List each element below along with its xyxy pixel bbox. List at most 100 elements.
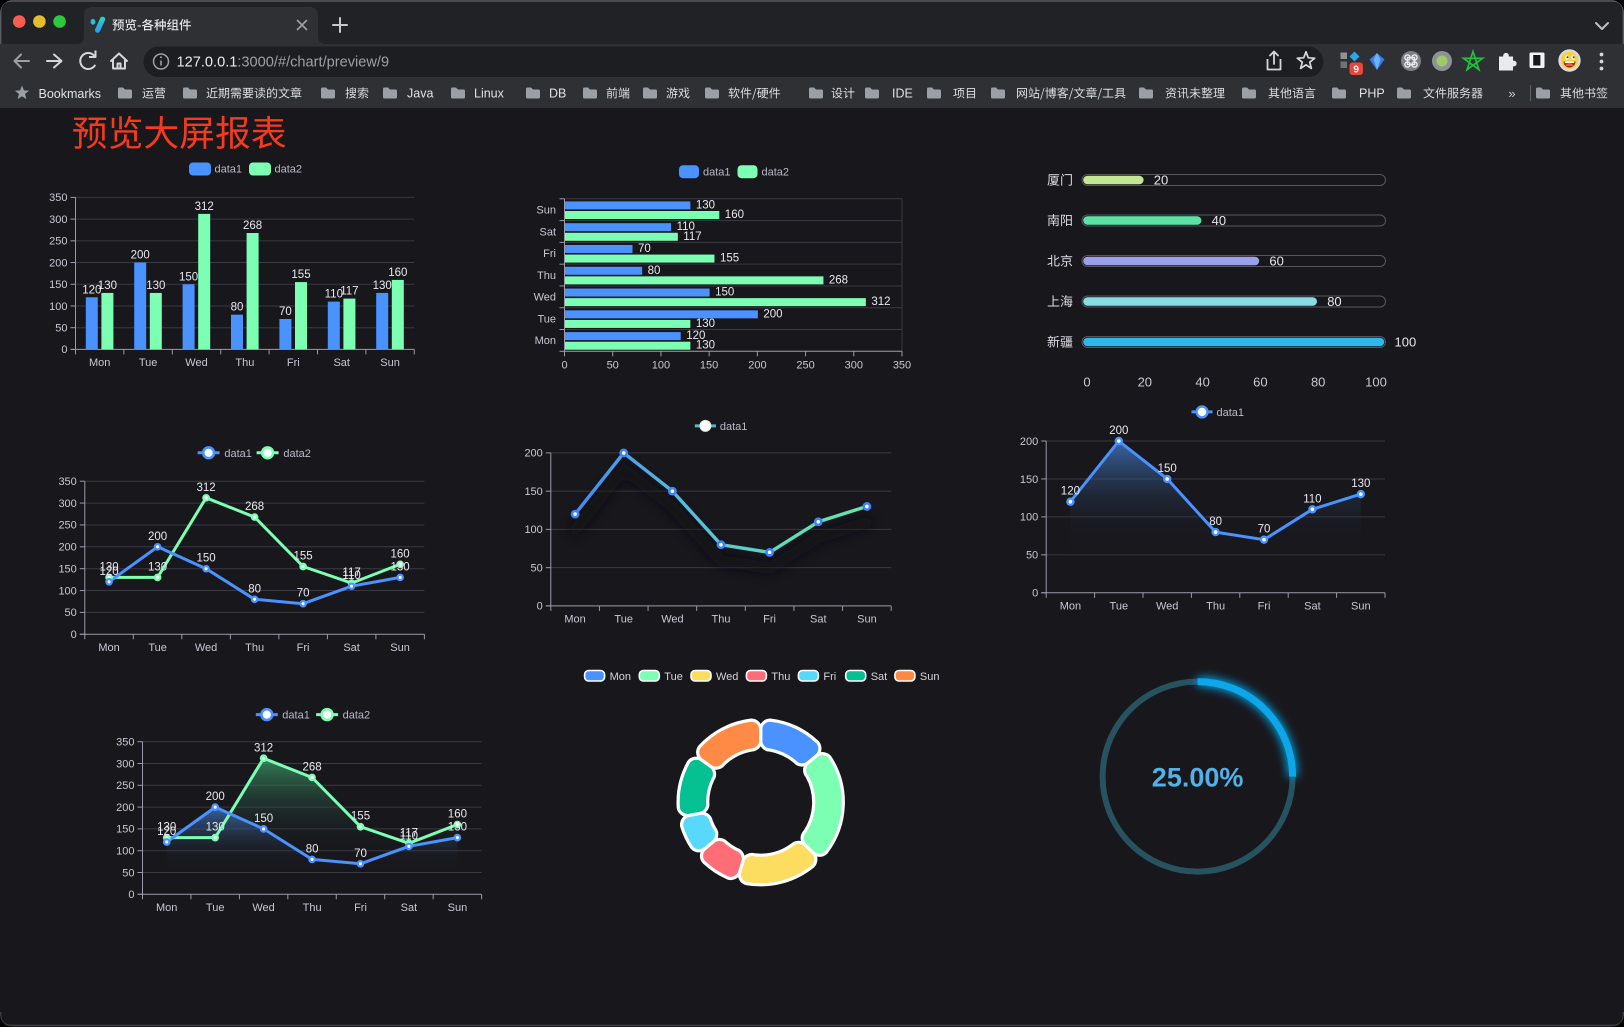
svg-text:Sat: Sat (401, 902, 418, 914)
svg-text:130: 130 (206, 822, 225, 834)
svg-text:Wed: Wed (195, 642, 217, 654)
svg-text:300: 300 (58, 498, 76, 510)
svg-text:110: 110 (1303, 493, 1321, 505)
svg-text:200: 200 (763, 308, 782, 320)
svg-text:Tue: Tue (148, 642, 167, 654)
svg-text:200: 200 (58, 542, 76, 554)
svg-text:268: 268 (303, 762, 322, 774)
svg-text:70: 70 (297, 588, 310, 600)
svg-text:50: 50 (1026, 550, 1038, 562)
svg-text:80: 80 (1327, 294, 1341, 309)
svg-text:Fri: Fri (1258, 600, 1271, 612)
svg-text:100: 100 (652, 359, 670, 371)
svg-text:25.00%: 25.00% (1152, 763, 1244, 793)
svg-text:Thu: Thu (303, 902, 322, 914)
svg-text:150: 150 (254, 813, 273, 825)
svg-text:Mon: Mon (156, 902, 177, 914)
svg-text:Sat: Sat (1304, 600, 1321, 612)
svg-text:200: 200 (131, 250, 150, 262)
svg-text:0: 0 (1083, 375, 1090, 390)
svg-text:DB: DB (549, 87, 566, 101)
svg-text:155: 155 (720, 253, 739, 265)
svg-text:350: 350 (49, 192, 67, 204)
svg-text:150: 150 (179, 271, 198, 283)
svg-text:0: 0 (537, 601, 543, 613)
svg-text:Wed: Wed (661, 613, 683, 625)
svg-text:Fri: Fri (287, 357, 300, 369)
svg-text:Mon: Mon (564, 613, 585, 625)
svg-text:150: 150 (1020, 474, 1038, 486)
svg-text:Tue: Tue (614, 613, 633, 625)
svg-text:117: 117 (340, 286, 358, 298)
svg-text:»: » (1508, 86, 1515, 101)
svg-text:200: 200 (1020, 436, 1038, 448)
svg-text:150: 150 (116, 824, 134, 836)
svg-text:130: 130 (100, 561, 119, 573)
svg-text:40: 40 (1212, 213, 1226, 228)
svg-text:130: 130 (157, 822, 176, 834)
svg-text:80: 80 (648, 265, 661, 277)
svg-text:117: 117 (342, 567, 360, 579)
svg-text:Tue: Tue (139, 357, 158, 369)
svg-text:data1: data1 (1217, 407, 1245, 419)
svg-text:200: 200 (148, 531, 167, 543)
svg-text:130: 130 (148, 561, 167, 573)
svg-text:Sun: Sun (390, 642, 410, 654)
svg-text:50: 50 (55, 323, 67, 335)
svg-text:Mon: Mon (535, 335, 556, 347)
svg-text:155: 155 (294, 551, 313, 563)
svg-text:70: 70 (354, 848, 367, 860)
svg-text:Thu: Thu (771, 671, 790, 683)
svg-text:80: 80 (231, 302, 244, 314)
svg-text:130: 130 (696, 199, 715, 211)
svg-text:data2: data2 (343, 710, 371, 722)
svg-text:Wed: Wed (185, 357, 207, 369)
svg-text:300: 300 (49, 214, 67, 226)
svg-text:Mon: Mon (98, 642, 119, 654)
svg-text:312: 312 (254, 742, 273, 754)
svg-text:120: 120 (1061, 486, 1080, 498)
svg-text:Sun: Sun (536, 205, 556, 217)
svg-text:IDE: IDE (892, 87, 913, 101)
svg-text:130: 130 (696, 318, 715, 330)
svg-text:Wed: Wed (252, 902, 274, 914)
svg-text:155: 155 (351, 811, 370, 823)
svg-text:200: 200 (748, 359, 766, 371)
svg-text:Sat: Sat (539, 226, 556, 238)
svg-text:200: 200 (206, 791, 225, 803)
svg-text:data2: data2 (283, 448, 311, 460)
svg-text:100: 100 (49, 301, 67, 313)
svg-text:Sun: Sun (380, 357, 400, 369)
svg-text:110: 110 (400, 830, 418, 842)
svg-text:data1: data1 (282, 710, 310, 722)
svg-text:110: 110 (325, 289, 343, 301)
svg-text:250: 250 (116, 780, 134, 792)
svg-text:250: 250 (58, 520, 76, 532)
svg-text:268: 268 (245, 501, 264, 513)
svg-text:Thu: Thu (235, 357, 254, 369)
svg-text:110: 110 (342, 570, 360, 582)
svg-text:Wed: Wed (716, 671, 738, 683)
svg-text:50: 50 (122, 867, 134, 879)
svg-text:150: 150 (197, 553, 216, 565)
svg-text:70: 70 (638, 243, 651, 255)
svg-text:50: 50 (531, 562, 543, 574)
svg-text:0: 0 (128, 889, 134, 901)
svg-text:130: 130 (391, 561, 410, 573)
svg-text:130: 130 (373, 280, 392, 292)
svg-text:150: 150 (1158, 463, 1177, 475)
svg-text:Fri: Fri (543, 248, 556, 260)
svg-text:data1: data1 (720, 421, 748, 433)
svg-text:350: 350 (116, 737, 134, 749)
svg-text:100: 100 (1020, 512, 1038, 524)
svg-text:130: 130 (146, 280, 165, 292)
svg-text:Sun: Sun (920, 671, 940, 683)
svg-text:data2: data2 (275, 164, 303, 176)
svg-text:Fri: Fri (297, 642, 310, 654)
svg-text:200: 200 (49, 257, 67, 269)
svg-text:20: 20 (1154, 173, 1168, 188)
svg-text:PHP: PHP (1359, 87, 1385, 101)
svg-text:60: 60 (1253, 375, 1267, 390)
svg-text:80: 80 (1311, 375, 1325, 390)
svg-text:Thu: Thu (245, 642, 264, 654)
